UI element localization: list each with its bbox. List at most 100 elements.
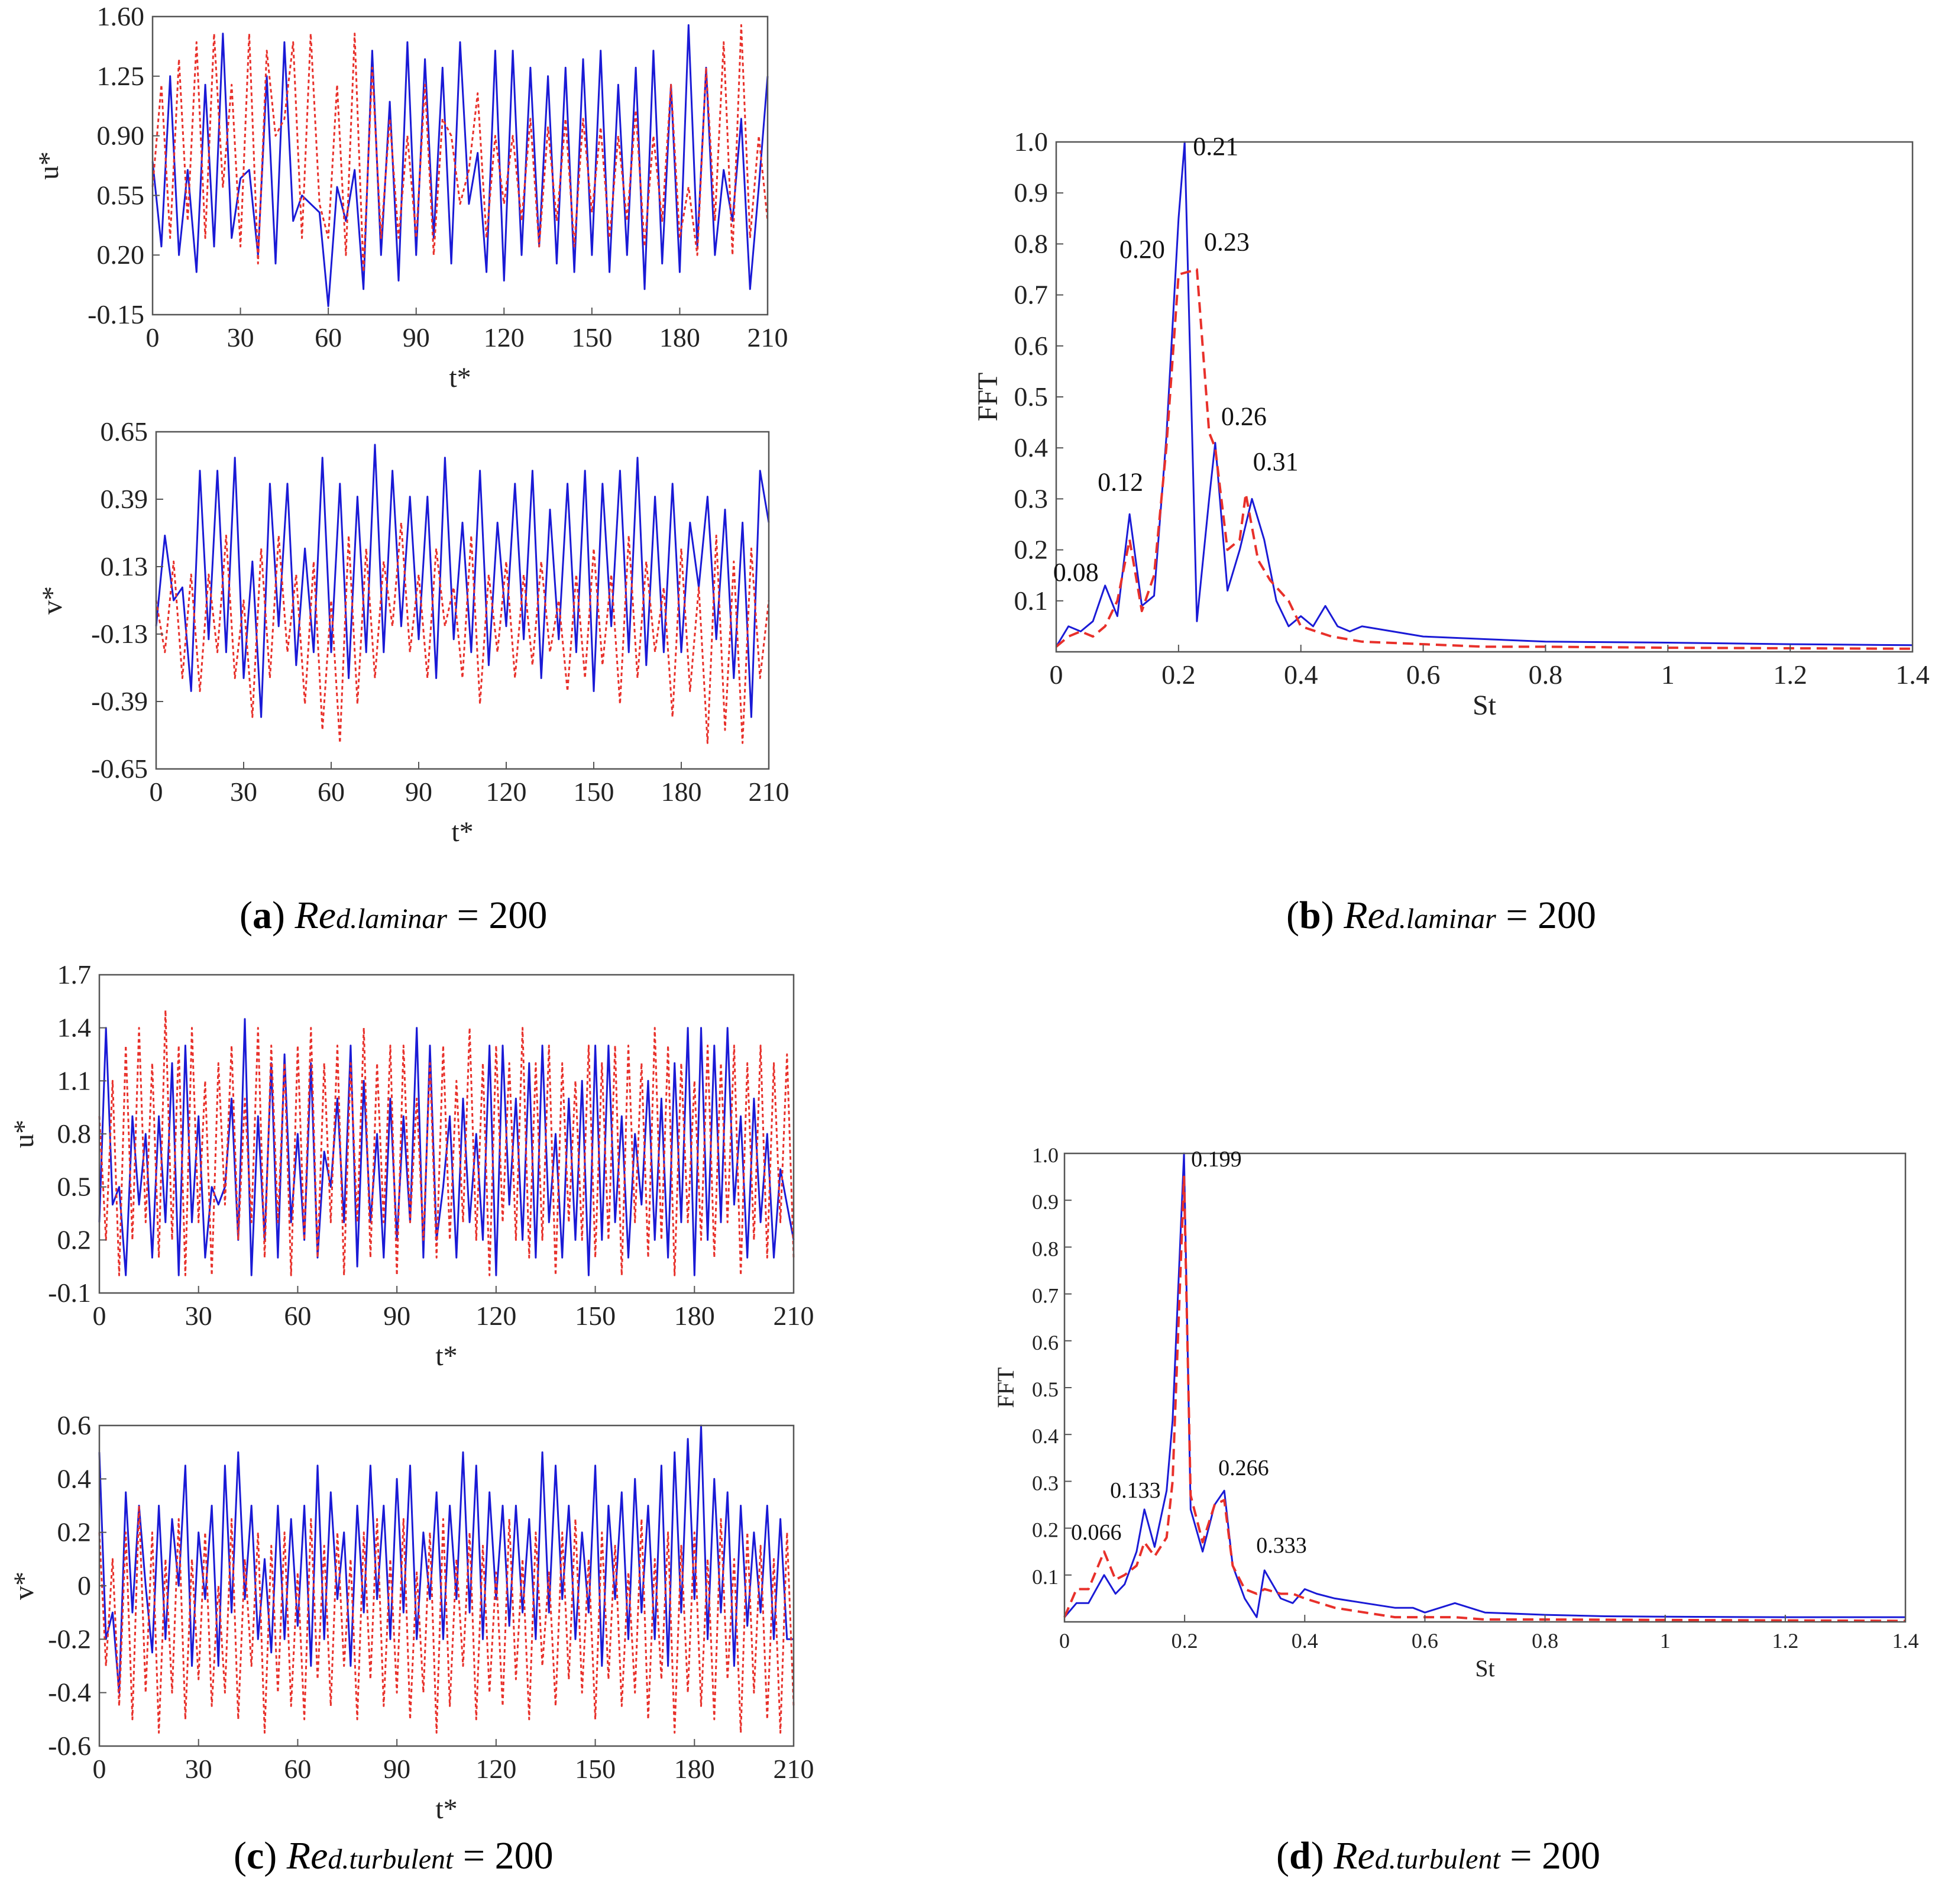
c_u-xlabel: t* xyxy=(435,1340,457,1372)
caption-c: (c) Red.turbulent = 200 xyxy=(234,1834,554,1877)
a_v-ytick-label: 0.65 xyxy=(101,416,148,447)
d_fft-ytick-label: 1.0 xyxy=(1032,1143,1059,1167)
c_v-ytick-label: 0.6 xyxy=(57,1410,92,1440)
d_fft-ylabel: FFT xyxy=(992,1368,1019,1408)
a_v-plot-frame xyxy=(155,431,770,770)
c_u-xtick-label: 150 xyxy=(575,1301,616,1331)
c_v-ytick-label: -0.2 xyxy=(48,1624,91,1654)
d_fft-xtick-label: 0.8 xyxy=(1532,1629,1558,1653)
caption-b-sub: d.laminar xyxy=(1384,903,1496,935)
d_fft-peak-label: 0.333 xyxy=(1256,1533,1307,1558)
b_fft-xtick-label: 0 xyxy=(1050,660,1063,690)
caption-c-value: = 200 xyxy=(462,1834,554,1877)
d_fft-ytick-label: 0.1 xyxy=(1032,1565,1059,1589)
c_u-xtick-label: 60 xyxy=(284,1301,311,1331)
c_u-xtick-label: 0 xyxy=(93,1301,106,1331)
caption-a-sub: d.laminar xyxy=(336,903,448,935)
a_v-xtick-label: 210 xyxy=(749,777,789,807)
b_fft-ytick-label: 0.4 xyxy=(1014,432,1049,463)
c_v-xtick-label: 150 xyxy=(575,1754,616,1784)
a_u-xtick-label: 90 xyxy=(403,322,430,353)
a_u-xtick-label: 120 xyxy=(484,322,525,353)
a_v-xtick-label: 120 xyxy=(486,777,527,807)
b_fft-xtick-label: 0.6 xyxy=(1406,660,1441,690)
d_fft-ytick-label: 0.7 xyxy=(1032,1284,1059,1308)
d_fft-peak-label: 0.133 xyxy=(1110,1478,1161,1503)
c_u-xtick-label: 30 xyxy=(185,1301,212,1331)
a_u-series-dotted xyxy=(151,24,769,273)
d_fft-ytick-label: 0.8 xyxy=(1032,1237,1059,1260)
c_v-xtick-label: 180 xyxy=(674,1754,715,1784)
a_u-xtick-label: 210 xyxy=(748,322,788,353)
b_fft-peak-label: 0.21 xyxy=(1193,132,1238,161)
chart-a-u-time-series: 0 30 60 90 120 150 180 210 -0.15 0.20 0.55 0.90 1.25… xyxy=(33,1,788,393)
d_fft-xtick-label: 0 xyxy=(1059,1629,1070,1653)
c_u-series-dotted xyxy=(98,1009,795,1276)
d_fft-xtick-label: 1 xyxy=(1660,1629,1671,1653)
b_fft-ytick-label: 0.5 xyxy=(1014,382,1049,412)
caption-a-letter: a xyxy=(252,894,272,937)
a_v-ytick-label: -0.65 xyxy=(91,754,148,784)
a_v-xtick-label: 150 xyxy=(574,777,614,807)
a_u-xtick-label: 0 xyxy=(146,322,160,353)
chart-b-fft-spectrum: 0 0.2 0.4 0.6 0.8 1 1.2 1.4 0.1 0.2 0.3 0.4 0.5 0.6 0.… xyxy=(972,127,1930,721)
c_v-xtick-label: 60 xyxy=(284,1754,311,1784)
b_fft-series-dashed xyxy=(1055,268,1913,650)
caption-a-re: Re xyxy=(295,894,336,937)
b_fft-peak-label: 0.08 xyxy=(1053,558,1099,587)
b_fft-ytick-label: 0.6 xyxy=(1014,331,1049,361)
d_fft-ytick-label: 0.2 xyxy=(1032,1518,1059,1542)
b_fft-ytick-label: 0.7 xyxy=(1014,280,1049,310)
caption-d-letter: d xyxy=(1289,1834,1311,1877)
b_fft-xtick-label: 0.2 xyxy=(1161,660,1196,690)
a_v-xtick-label: 0 xyxy=(150,777,163,807)
a_v-ytick-label: -0.39 xyxy=(91,686,148,716)
a_u-ytick-label: 1.25 xyxy=(97,61,145,91)
caption-a-value: = 200 xyxy=(457,894,548,937)
a_u-xtick-label: 60 xyxy=(315,322,342,353)
d_fft-xtick-label: 1.2 xyxy=(1772,1629,1798,1653)
c_v-xtick-label: 0 xyxy=(93,1754,106,1784)
a_u-xtick-label: 180 xyxy=(659,322,700,353)
d_fft-xtick-label: 0.4 xyxy=(1292,1629,1318,1653)
d_fft-xtick-label: 0.6 xyxy=(1412,1629,1438,1653)
c_v-xtick-label: 210 xyxy=(774,1754,814,1784)
d_fft-series-dashed xyxy=(1063,1175,1906,1622)
caption-c-sub: d.turbulent xyxy=(328,1844,454,1875)
caption-d-re: Re xyxy=(1334,1834,1375,1877)
d_fft-ytick-label: 0.5 xyxy=(1032,1378,1059,1401)
a_v-ytick-label: 0.13 xyxy=(101,551,148,581)
a_v-xtick-label: 180 xyxy=(661,777,702,807)
a_u-ytick-label: 0.20 xyxy=(97,240,145,270)
a_u-xtick-label: 30 xyxy=(227,322,254,353)
c_v-ytick-label: 0.2 xyxy=(57,1517,92,1547)
a_v-xtick-label: 60 xyxy=(318,777,345,807)
chart-c-u-time-series: 0 30 60 90 120 150 180 210 -0.1 0.2 0.5 0.8 1.1 1.4 1.… xyxy=(8,959,814,1372)
caption-d: (d) Red.turbulent = 200 xyxy=(1276,1834,1601,1877)
b_fft-xtick-label: 0.8 xyxy=(1529,660,1563,690)
b_fft-ytick-label: 0.2 xyxy=(1014,535,1049,565)
d_fft-peak-label: 0.199 xyxy=(1191,1147,1242,1172)
a_u-ytick-label: -0.15 xyxy=(88,299,144,329)
caption-c-letter: c xyxy=(246,1834,264,1877)
c_u-ytick-label: 0.5 xyxy=(57,1172,92,1202)
c_u-ytick-label: 1.7 xyxy=(57,959,92,990)
d_fft-ytick-label: 0.9 xyxy=(1032,1190,1059,1214)
c_v-xtick-label: 120 xyxy=(475,1754,516,1784)
c_u-ylabel: u* xyxy=(8,1120,40,1148)
c_u-ytick-label: 1.1 xyxy=(57,1065,92,1095)
b_fft-xlabel: St xyxy=(1473,690,1497,721)
a_u-ytick-label: 0.55 xyxy=(97,180,145,210)
b_fft-plot-frame xyxy=(1055,141,1914,653)
d_fft-ytick-label: 0.6 xyxy=(1032,1331,1059,1355)
caption-a: (a) Red.laminar = 200 xyxy=(240,894,548,937)
c_v-ytick-label: -0.4 xyxy=(48,1677,91,1708)
d_fft-xtick-label: 1.4 xyxy=(1892,1629,1919,1653)
a_u-xlabel: t* xyxy=(449,362,471,393)
c_u-xtick-label: 90 xyxy=(383,1301,410,1331)
b_fft-ytick-label: 1.0 xyxy=(1014,127,1049,157)
a_u-plot-frame xyxy=(151,15,769,316)
caption-d-sub: d.turbulent xyxy=(1374,1844,1500,1875)
b_fft-peak-label: 0.20 xyxy=(1119,235,1165,264)
